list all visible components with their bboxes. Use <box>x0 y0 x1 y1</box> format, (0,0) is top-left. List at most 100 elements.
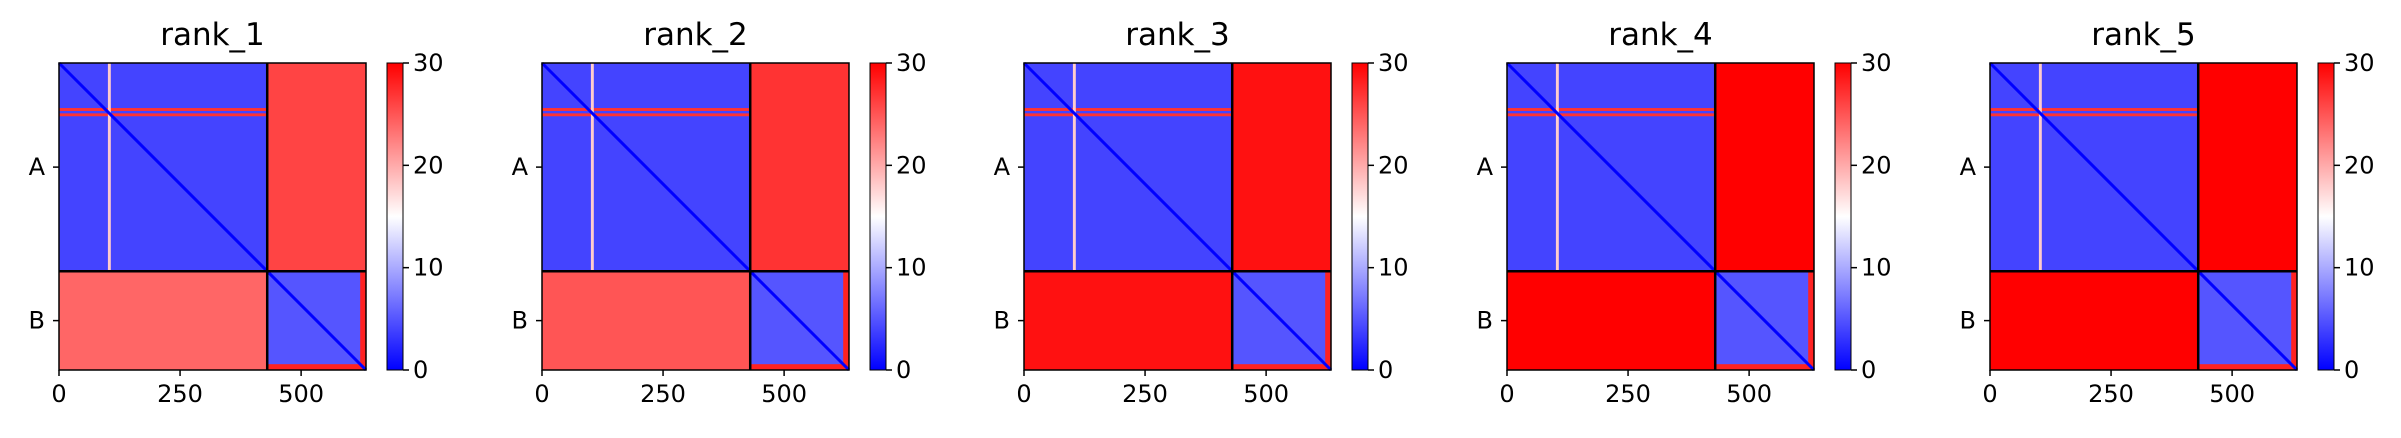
colorbar-tick-label: 30 <box>896 49 927 77</box>
stripe-col <box>1072 63 1076 272</box>
stripe-terminal <box>267 364 366 370</box>
block-B-A <box>1507 271 1716 370</box>
chain-label: A <box>1477 153 1494 181</box>
stripe-terminal <box>2291 271 2297 370</box>
colorbar-tick-label: 0 <box>413 356 428 384</box>
block-B-A <box>59 271 268 370</box>
stripe-row <box>542 108 751 111</box>
diagonal <box>1988 61 2299 372</box>
colorbar-gradient <box>2317 62 2335 371</box>
stripe-row <box>59 108 268 111</box>
colorbar-tick-label: 10 <box>1378 254 1409 282</box>
stripe-row <box>1990 108 2199 111</box>
x-tick-label: 0 <box>1016 380 1031 408</box>
chain-label: B <box>1960 307 1976 335</box>
block-B-A <box>1990 271 2199 370</box>
block-A-B <box>2198 63 2297 272</box>
x-tick-label: 500 <box>2209 380 2255 408</box>
stripe-row <box>59 113 268 117</box>
panel-title: rank_5 <box>2091 17 2196 53</box>
pae-panel: rank_2 A B 0 250 500 0 10 20 30 <box>512 17 927 408</box>
colorbar-tick-label: 0 <box>1378 356 1393 384</box>
colorbar-tick-label: 20 <box>1378 151 1409 179</box>
x-tick-label: 0 <box>1499 380 1514 408</box>
axes-frame <box>1506 62 1815 371</box>
chain-label: B <box>1477 307 1493 335</box>
colorbar: 0 10 20 30 <box>2317 49 2375 384</box>
colorbar-tick-label: 10 <box>413 254 444 282</box>
colorbar-gradient <box>1351 62 1369 371</box>
block-A-B <box>1715 63 1814 272</box>
stripe-col <box>590 63 594 272</box>
colorbar-gradient <box>386 62 404 371</box>
panel-title: rank_1 <box>160 17 265 53</box>
colorbar: 0 10 20 30 <box>386 49 444 384</box>
colorbar: 0 10 20 30 <box>1351 49 1409 384</box>
pae-panel: rank_5 A B 0 250 500 0 10 20 30 <box>1960 17 2375 408</box>
x-tick-label: 250 <box>157 380 203 408</box>
panel-title: rank_3 <box>1125 17 1230 53</box>
block-A-B <box>1232 63 1331 272</box>
x-tick-label: 500 <box>1726 380 1772 408</box>
heatmap <box>1988 61 2299 372</box>
colorbar-tick-label: 30 <box>2344 49 2375 77</box>
stripe-row <box>1507 108 1716 111</box>
colorbar-tick-label: 20 <box>896 151 927 179</box>
block-A-B <box>750 63 849 272</box>
colorbar-tick-label: 0 <box>896 356 911 384</box>
colorbar-tick-label: 20 <box>2344 151 2375 179</box>
block-B-A <box>1024 271 1233 370</box>
heatmap <box>57 61 368 372</box>
x-tick-label: 250 <box>1605 380 1651 408</box>
colorbar: 0 10 20 30 <box>1834 49 1892 384</box>
stripe-terminal <box>1715 364 1814 370</box>
x-tick-label: 250 <box>2088 380 2134 408</box>
colorbar: 0 10 20 30 <box>869 49 927 384</box>
colorbar-tick-label: 30 <box>1861 49 1892 77</box>
colorbar-tick-label: 30 <box>413 49 444 77</box>
colorbar-tick-label: 0 <box>2344 356 2359 384</box>
diagonal <box>540 61 851 372</box>
stripe-terminal <box>750 364 849 370</box>
x-tick-label: 250 <box>640 380 686 408</box>
chain-label: B <box>994 307 1010 335</box>
colorbar-tick-label: 10 <box>2344 254 2375 282</box>
colorbar-tick-label: 20 <box>1861 151 1892 179</box>
colorbar-gradient <box>1834 62 1852 371</box>
x-tick-label: 250 <box>1122 380 1168 408</box>
x-tick-label: 0 <box>1982 380 1997 408</box>
block-A-B <box>267 63 366 272</box>
block-B-A <box>542 271 751 370</box>
diagonal <box>57 61 368 372</box>
axes-frame <box>541 62 850 371</box>
colorbar-tick-label: 10 <box>1861 254 1892 282</box>
stripe-row <box>1507 113 1716 117</box>
pae-panel: rank_3 A B 0 250 500 0 10 20 30 <box>994 17 1409 408</box>
x-tick-label: 0 <box>51 380 66 408</box>
x-tick-label: 500 <box>1243 380 1289 408</box>
x-tick-label: 500 <box>761 380 807 408</box>
stripe-terminal <box>1325 271 1331 370</box>
stripe-col <box>2038 63 2042 272</box>
diagonal <box>1505 61 1816 372</box>
stripe-col <box>107 63 111 272</box>
chain-label: A <box>512 153 529 181</box>
panel-title: rank_4 <box>1608 17 1713 53</box>
stripe-row <box>1024 108 1233 111</box>
colorbar-tick-label: 0 <box>1861 356 1876 384</box>
colorbar-gradient <box>869 62 887 371</box>
colorbar-tick-label: 20 <box>413 151 444 179</box>
chain-label: B <box>29 307 45 335</box>
stripe-terminal <box>1232 364 1331 370</box>
chain-label: B <box>512 307 528 335</box>
chain-label: A <box>994 153 1011 181</box>
stripe-row <box>1990 113 2199 117</box>
stripe-terminal <box>1808 271 1814 370</box>
stripe-row <box>542 113 751 117</box>
chain-label: A <box>29 153 46 181</box>
stripe-terminal <box>843 271 849 370</box>
panel-title: rank_2 <box>643 17 748 53</box>
x-tick-label: 500 <box>278 380 324 408</box>
axes-frame <box>1989 62 2298 371</box>
